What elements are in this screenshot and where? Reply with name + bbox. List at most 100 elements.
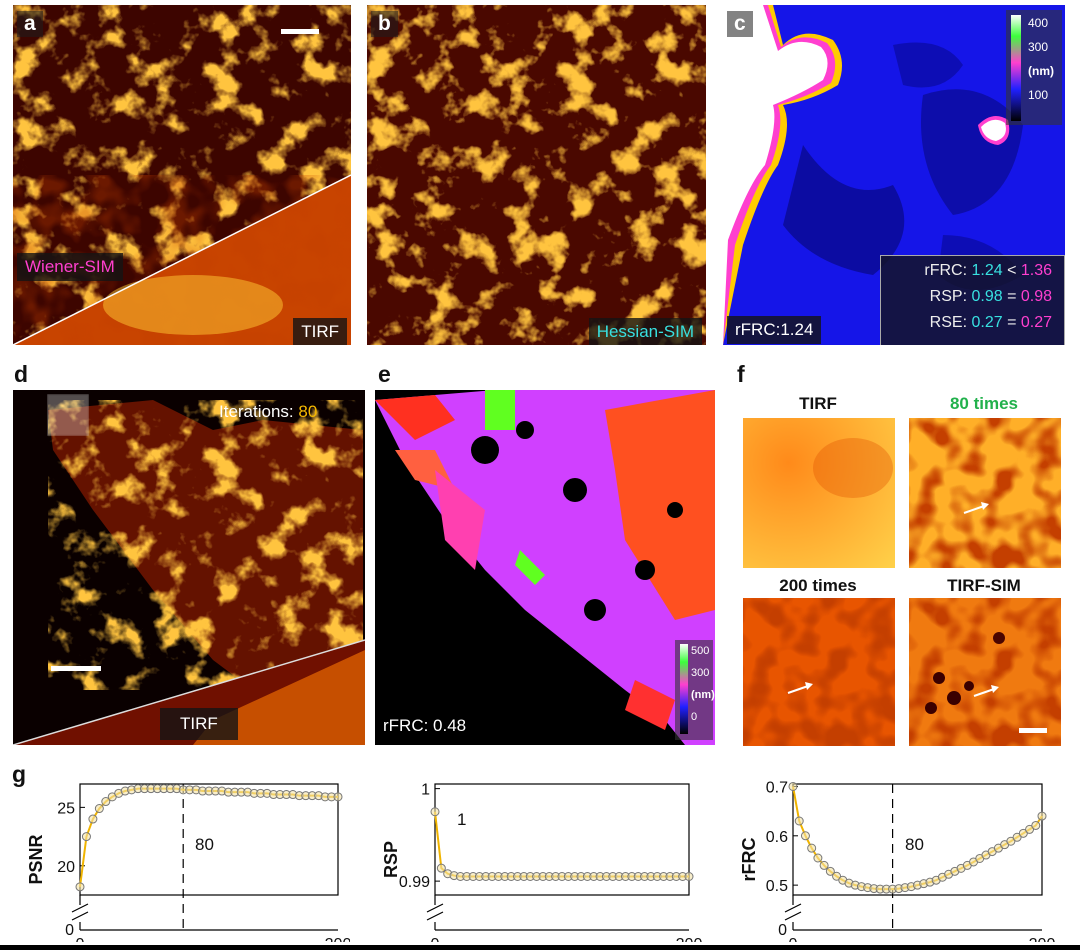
axis-break xyxy=(71,903,89,913)
data-point xyxy=(1006,836,1016,846)
panel-e-image: 500 300 (nm) 0 rFRC: 0.48 xyxy=(375,390,715,745)
rfrc-tag: rFRC:1.24 xyxy=(727,316,822,344)
data-point xyxy=(94,804,104,814)
x-axis-label: Iterations xyxy=(168,941,249,942)
data-point xyxy=(75,882,85,892)
metrics-box: rFRC: 1.24 < 1.36 RSP: 0.98 = 0.98 RSE: … xyxy=(880,255,1065,345)
panel-label-f: f xyxy=(737,361,745,387)
data-point xyxy=(807,843,817,853)
axes-box xyxy=(79,783,339,896)
panel-c-image: c 400 300 (nm) 100 rFRC: 1.24 < 1.36 RSP… xyxy=(723,5,1065,345)
data-point xyxy=(1031,820,1041,830)
f-image-tirf xyxy=(743,418,895,568)
data-point xyxy=(436,863,446,873)
data-point xyxy=(794,816,804,826)
x-tick-label: 0 xyxy=(789,936,798,942)
metric-name: RSE: xyxy=(929,314,968,331)
bottom-border xyxy=(0,945,1080,950)
f-image-200 xyxy=(743,598,895,746)
x-tick-label: 0 xyxy=(431,936,440,942)
panel-label-d: d xyxy=(14,361,29,387)
metric-name: RSP: xyxy=(929,288,968,305)
colorbar xyxy=(1006,10,1062,125)
f-title-tirf-sim: TIRF-SIM xyxy=(947,576,1021,595)
data-point xyxy=(101,797,111,807)
roi-box xyxy=(47,394,89,436)
data-point xyxy=(813,853,823,863)
y-tick-label: 0.99 xyxy=(399,874,430,891)
data-point xyxy=(800,831,810,841)
metric-right: 0.98 xyxy=(1020,288,1052,305)
metric-left: 1.24 xyxy=(971,262,1003,279)
y-tick-label: 0 xyxy=(65,922,74,939)
colorbar xyxy=(675,640,713,740)
panel-label-c: c xyxy=(727,11,753,37)
f-title-tirf: TIRF xyxy=(799,394,837,413)
wiener-sim-tag: Wiener-SIM xyxy=(17,253,123,281)
y-axis-label: PSNR xyxy=(26,834,46,884)
panel-label-e: e xyxy=(378,361,391,387)
data-point xyxy=(825,866,835,876)
iterations-value: 80 xyxy=(298,402,318,421)
metric-op: = xyxy=(1007,288,1017,305)
chart-rfrc: 0.7 0.6 0.5 00 200 Iterations rFRC 80 xyxy=(720,770,1065,950)
data-point xyxy=(832,871,842,881)
y-tick-label: 0 xyxy=(778,922,787,939)
axes-box xyxy=(792,783,1043,896)
colorbar-unit: (nm) xyxy=(1028,64,1054,78)
data-point xyxy=(81,832,91,842)
data-point xyxy=(1025,824,1035,834)
series-line xyxy=(434,811,689,878)
metric-name: rFRC: xyxy=(924,262,968,279)
metric-left: 0.98 xyxy=(971,288,1003,305)
colorbar-tick: 300 xyxy=(691,667,710,679)
axis-break xyxy=(426,903,444,913)
y-tick-label: 20 xyxy=(57,859,75,876)
panel-label-b: b xyxy=(371,11,398,37)
x-tick-label: 200 xyxy=(325,936,350,942)
y-axis-label: RSP xyxy=(381,841,401,878)
colorbar-unit: (nm) xyxy=(691,689,715,701)
annotation: 1 xyxy=(457,810,466,829)
colorbar-tick: 300 xyxy=(1028,40,1049,54)
metric-op: < xyxy=(1007,262,1017,279)
data-point xyxy=(1012,832,1022,842)
colorbar-tick: 100 xyxy=(1028,88,1049,102)
cell-image xyxy=(13,390,365,745)
scale-bar xyxy=(281,29,319,34)
x-tick-label: 200 xyxy=(1029,936,1056,942)
tirf-tag: TIRF xyxy=(160,708,238,740)
axis-break xyxy=(784,903,802,913)
iterations-label: Iterations: xyxy=(219,402,294,421)
rfrc-tag: rFRC: 0.48 xyxy=(383,716,467,735)
rfrc-map xyxy=(375,390,715,745)
panel-a-image: a Wiener-SIM TIRF xyxy=(13,5,351,345)
f-image-80 xyxy=(909,418,1061,568)
y-tick-label: 0.5 xyxy=(766,878,788,895)
axis-break xyxy=(426,911,444,921)
metric-left: 0.27 xyxy=(971,314,1003,331)
tirf-tag: TIRF xyxy=(293,318,347,345)
colorbar-tick: 500 xyxy=(691,645,710,657)
data-point xyxy=(1018,828,1028,838)
data-point xyxy=(819,860,829,870)
f-title-200: 200 times xyxy=(779,576,857,595)
f-title-80: 80 times xyxy=(949,394,1019,413)
panel-d-image: Iterations: 80 TIRF xyxy=(13,390,365,745)
f-image-tirf-sim xyxy=(909,598,1061,746)
y-tick-label: 1 xyxy=(421,782,430,799)
y-tick-label: 0.6 xyxy=(766,829,788,846)
data-point xyxy=(1037,811,1047,821)
panel-label-g: g xyxy=(12,761,27,787)
scale-bar xyxy=(51,666,101,671)
y-tick-label: 0.7 xyxy=(766,779,788,796)
axis-break xyxy=(71,911,89,921)
data-point xyxy=(788,781,798,791)
data-point xyxy=(430,807,440,817)
panel-label-a: a xyxy=(17,11,43,37)
microtubule-image xyxy=(367,5,706,345)
colorbar-tick: 400 xyxy=(1028,16,1049,30)
axes-box xyxy=(434,783,690,896)
annotation: 80 xyxy=(195,835,214,854)
metric-right: 0.27 xyxy=(1020,314,1052,331)
